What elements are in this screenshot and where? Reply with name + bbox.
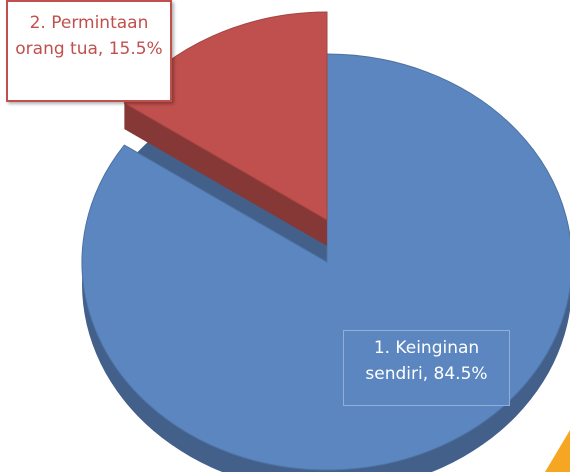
corner-decoration	[545, 430, 570, 472]
data-label: 2. Permintaan orang tua, 15.5%	[6, 0, 172, 102]
slice-wall	[124, 103, 327, 246]
data-label: 1. Keinginan sendiri, 84.5%	[343, 330, 510, 406]
